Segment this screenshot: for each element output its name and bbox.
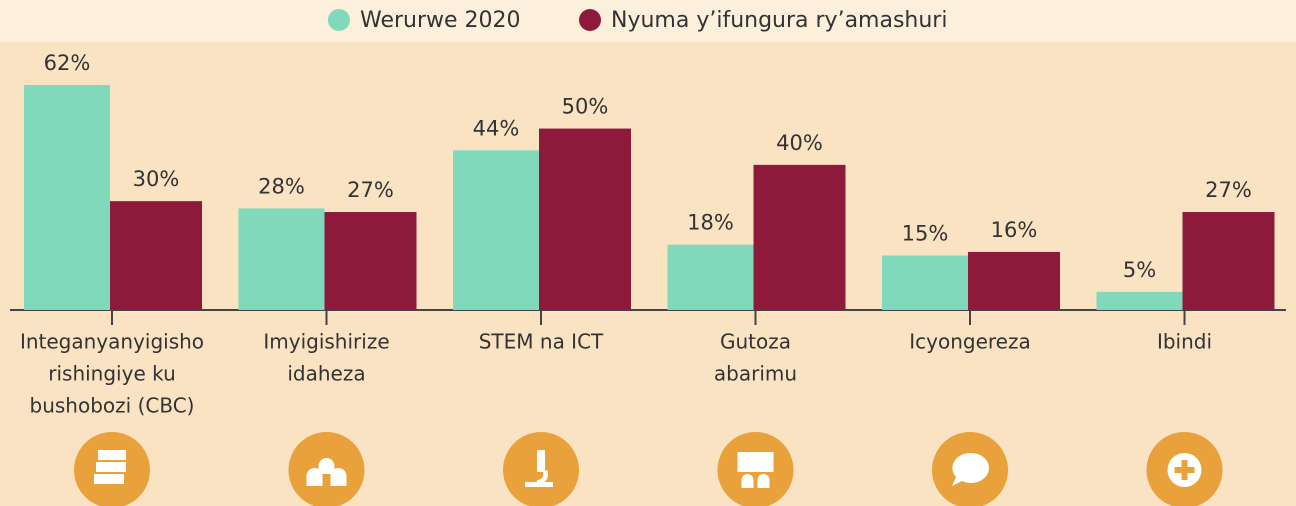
icon-glyph [1174,460,1195,480]
bar [238,208,325,310]
bar [324,212,417,310]
icon-glyph [952,452,989,486]
icon-glyph [94,450,126,484]
bar [24,85,110,311]
value-label: 30% [133,167,180,191]
bar [453,150,539,310]
value-label: 16% [991,218,1038,242]
legend-band [0,0,1296,42]
x-tick-label: STEM na ICT [479,330,604,354]
value-label: 40% [776,131,823,155]
bar [667,244,754,310]
bar [1182,212,1275,310]
bar [539,128,631,310]
value-label: 62% [44,51,91,75]
value-label: 50% [562,95,609,119]
x-tick-label: Imyigishirize [263,330,389,354]
x-tick-label: abarimu [714,362,797,386]
value-label: 28% [258,174,305,198]
x-tick-label: idaheza [287,362,365,386]
value-label: 15% [902,222,949,246]
x-tick-label: Gutoza [720,330,791,354]
x-tick-label: Ibindi [1157,330,1212,354]
bar [110,201,202,310]
value-label: 27% [1205,178,1252,202]
legend-swatch [328,9,350,31]
bar [968,251,1060,310]
value-label: 5% [1123,258,1156,282]
icon-glyph [306,458,347,486]
value-label: 44% [473,116,520,140]
bar [753,164,846,310]
x-tick-label: rishingiye ku [48,362,176,386]
x-tick-label: Icyongereza [909,330,1030,354]
icon-glyph [525,450,553,487]
value-label: 18% [687,211,734,235]
bar [1096,291,1183,310]
bar [882,255,968,310]
x-tick-label: bushobozi (CBC) [30,394,195,418]
x-tick-label: Integanyanyigisho [20,330,204,354]
legend-swatch [579,9,601,31]
value-label: 27% [347,178,394,202]
legend-label: Nyuma y’ifungura ry’amashuri [611,8,947,33]
legend-label: Werurwe 2020 [360,8,521,33]
icon-glyph [737,452,774,488]
